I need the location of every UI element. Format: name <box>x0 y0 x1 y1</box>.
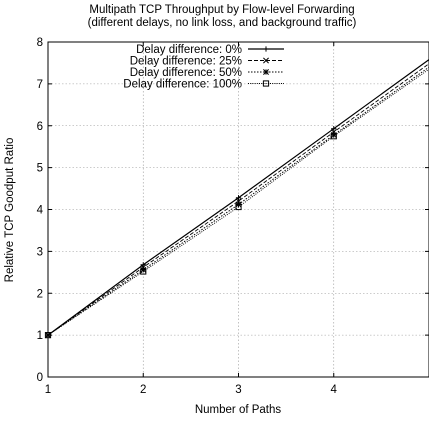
data-point <box>140 268 147 275</box>
plot-frame <box>47 41 429 378</box>
data-point <box>331 126 337 132</box>
data-point <box>235 195 242 201</box>
series-lines <box>44 59 429 339</box>
data-point <box>140 262 146 268</box>
series-line-3 <box>48 68 429 336</box>
x-axis-ticks: 1 2 3 4 <box>45 42 338 396</box>
chart-title: Multipath TCP Throughput by Flow-level F… <box>89 4 354 16</box>
y-tick-label: 2 <box>37 288 43 300</box>
legend: Delay difference: 0%Delay difference: 25… <box>123 44 284 91</box>
legend-entry-marker <box>263 69 269 75</box>
y-tick-label: 8 <box>37 37 43 49</box>
legend-entry-marker <box>263 57 269 64</box>
y-tick-label: 7 <box>37 79 43 91</box>
x-tick-label: 1 <box>45 384 51 396</box>
legend-entry-label: Delay difference: 0% <box>136 44 242 56</box>
y-tick-label: 1 <box>37 330 43 342</box>
x-axis-label: Number of Paths <box>195 404 282 416</box>
y-axis-label: Relative TCP Goodput Ratio <box>4 138 16 283</box>
legend-entry-marker <box>263 46 269 52</box>
y-tick-label: 5 <box>37 163 43 175</box>
data-point <box>235 203 242 211</box>
legend-entry-label: Delay difference: 25% <box>130 56 242 68</box>
y-axis-ticks: 0 1 2 3 4 5 6 7 8 <box>37 37 429 384</box>
y-tick-label: 3 <box>37 246 43 258</box>
data-point <box>330 133 337 140</box>
x-tick-label: 2 <box>140 384 146 396</box>
x-tick-label: 4 <box>331 384 338 396</box>
legend-entry-label: Delay difference: 100% <box>123 79 242 91</box>
y-tick-label: 6 <box>37 121 43 133</box>
y-tick-label: 0 <box>37 372 43 384</box>
x-tick-label: 3 <box>235 384 241 396</box>
y-tick-label: 4 <box>37 205 44 217</box>
legend-entry-marker <box>262 80 270 87</box>
chart-subtitle: (different delays, no link loss, and bac… <box>88 17 357 29</box>
legend-entry-label: Delay difference: 50% <box>130 67 242 79</box>
